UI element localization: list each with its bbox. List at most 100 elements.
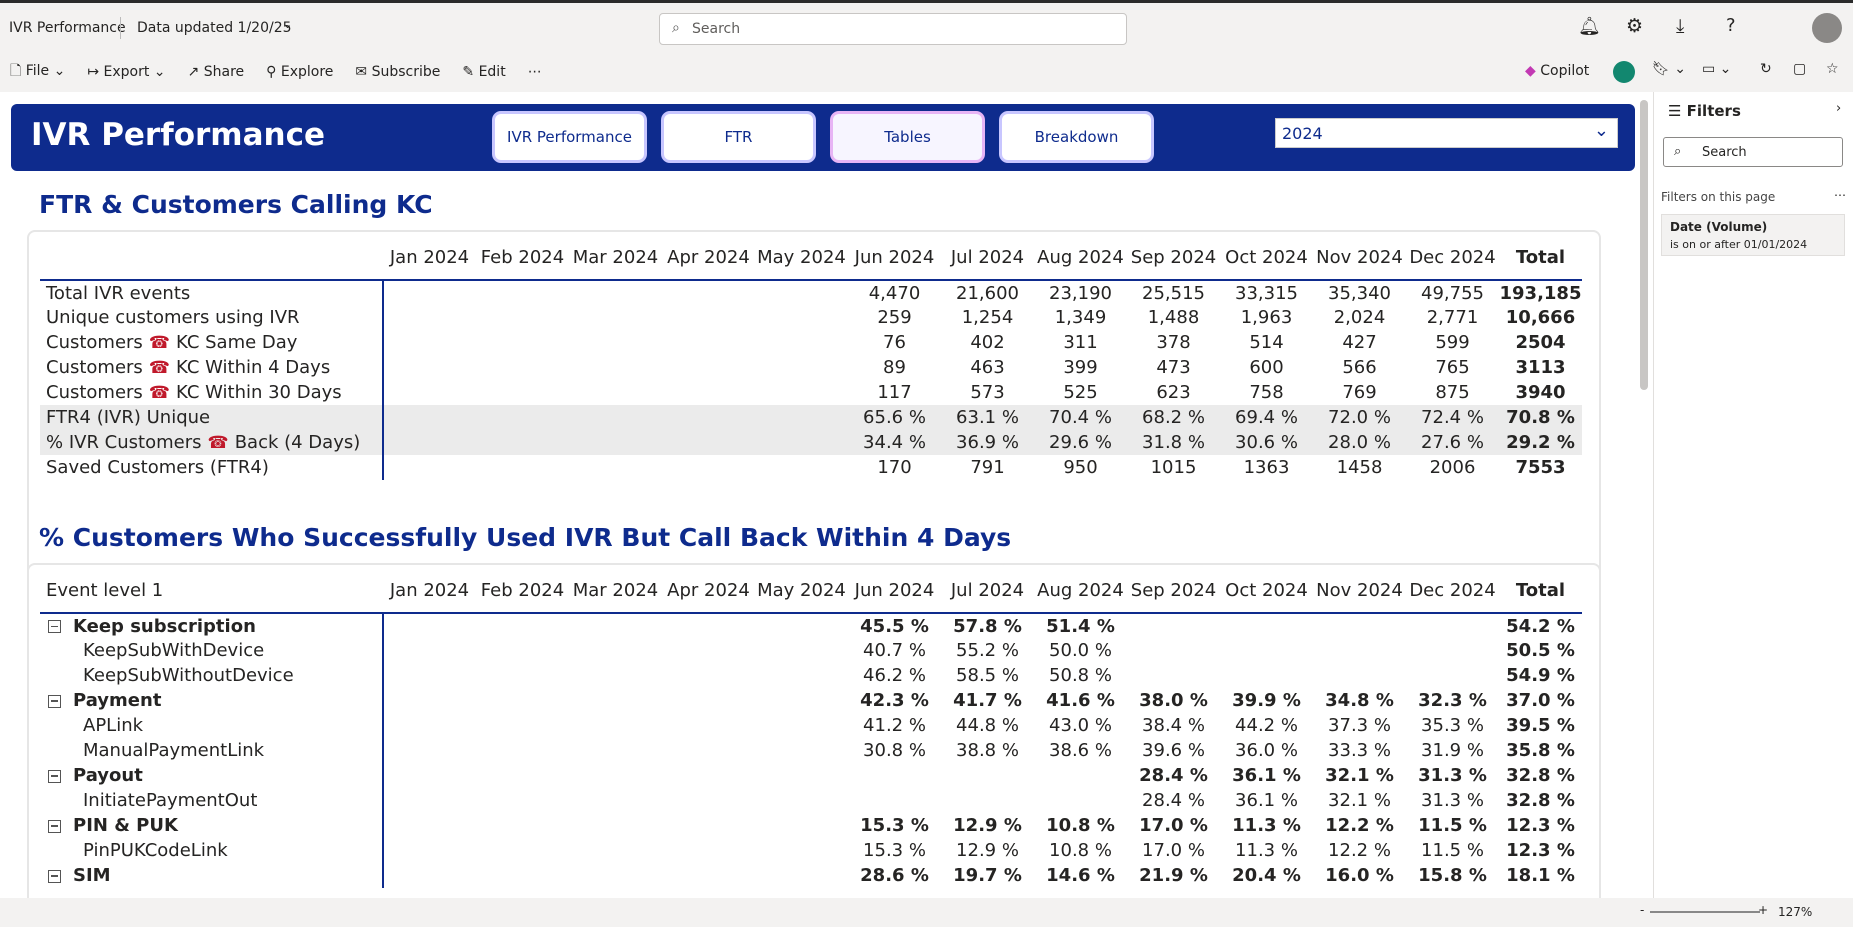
chevron[interactable]: ⌄ (283, 18, 293, 31)
cell: 623 (1127, 380, 1220, 405)
table: Event level 1 Jan 2024 Feb 2024 Mar 2024 Apr… (40, 569, 1582, 888)
value: 28.0 % (1328, 432, 1391, 453)
cell: 69.4 % (1220, 405, 1313, 430)
cell: 32.8 % (1499, 788, 1582, 813)
column-header: Apr 2024 (662, 569, 755, 614)
file-button[interactable]: 🗋 File ⌄ (10, 63, 66, 79)
refresh-badge[interactable] (1613, 61, 1635, 83)
cell (941, 788, 1034, 813)
collapse-pane[interactable]: › (1836, 101, 1842, 116)
filters-title: ☰ Filters (1668, 102, 1741, 120)
value: 49,755 (1421, 282, 1484, 304)
collapse-icon[interactable] (48, 620, 61, 633)
table: Jan 2024 Feb 2024 Mar 2024 Apr 2024 May 2024… (40, 236, 1582, 480)
help[interactable]: ? (1726, 15, 1736, 36)
cell (569, 788, 662, 813)
search-box[interactable]: ⌕ Search (659, 13, 1127, 45)
tab[interactable]: Breakdown (999, 111, 1154, 163)
tab[interactable]: Tables (830, 111, 985, 163)
value: 3940 (1515, 382, 1566, 403)
collapse-icon[interactable] (48, 769, 61, 783)
value: 50.8 % (1049, 665, 1112, 686)
value: 791 (970, 457, 1005, 478)
settings[interactable]: ⚙ (1626, 15, 1644, 37)
cell (569, 380, 662, 405)
cell: 49,755 (1406, 280, 1499, 305)
comment[interactable]: ▢ (1793, 61, 1807, 77)
share-button[interactable]: ↗ Share (187, 64, 245, 80)
value: 38.4 % (1142, 715, 1205, 736)
collapse-icon[interactable] (48, 694, 61, 708)
value: 44.2 % (1235, 715, 1298, 736)
copilot-button[interactable]: ◆ Copilot (1525, 63, 1590, 79)
avatar[interactable] (1812, 13, 1842, 43)
filter-card[interactable]: Date (Volume) is on or after 01/01/2024 (1661, 214, 1845, 256)
header-cell: Event level 1 (40, 569, 383, 614)
zoom-in[interactable]: + (1758, 903, 1769, 917)
cell: 19.7 % (941, 863, 1034, 888)
filter-search[interactable]: ⌕ Search (1663, 137, 1843, 167)
value: 1,254 (961, 307, 1014, 328)
cell: 573 (941, 380, 1034, 405)
more-button[interactable]: ⋯ (527, 64, 542, 80)
edit-button[interactable]: ✎ Edit (462, 64, 506, 80)
year-dropdown[interactable]: 2024 ⌄ (1275, 118, 1618, 148)
cell: 37.3 % (1313, 713, 1406, 738)
reload[interactable]: ↻ (1760, 61, 1772, 77)
view[interactable]: ▭ ⌄ (1702, 61, 1732, 77)
cell (476, 713, 569, 738)
row-label: % IVR Customers ☎ Back (4 Days) (40, 430, 384, 455)
cell (755, 638, 848, 663)
value: 10.8 % (1049, 840, 1112, 861)
value: 70.8 % (1506, 407, 1575, 428)
cell: 45.5 % (848, 613, 941, 638)
zoom-slider[interactable] (1650, 911, 1760, 913)
cell (569, 305, 662, 330)
cell (569, 355, 662, 380)
cell: 36.0 % (1220, 738, 1313, 763)
cell: 41.2 % (848, 713, 941, 738)
cell: 72.0 % (1313, 405, 1406, 430)
value: 39.6 % (1142, 740, 1205, 761)
app-title[interactable]: IVR Performance (9, 20, 126, 36)
subscribe-button[interactable]: ✉ Subscribe (355, 64, 441, 80)
cell: 39.9 % (1220, 688, 1313, 713)
favorite[interactable]: ☆ (1826, 61, 1839, 77)
value: 31.8 % (1142, 432, 1205, 453)
tab[interactable]: IVR Performance (492, 111, 647, 163)
cell (1034, 763, 1127, 788)
data-updated[interactable]: Data updated 1/20/25 (137, 20, 292, 36)
explore-button[interactable]: ⚲ Explore (266, 64, 334, 80)
cell (569, 638, 662, 663)
row-label: Customers ☎ KC Within 4 Days (40, 355, 384, 380)
cell (383, 663, 476, 688)
download[interactable]: ⤓ (1676, 15, 1685, 37)
row-label: PinPUKCodeLink (40, 838, 384, 863)
cell: 1015 (1127, 455, 1220, 480)
column-header: Sep 2024 (1127, 236, 1220, 281)
cell: 41.6 % (1034, 688, 1127, 713)
scrollbar[interactable] (1640, 100, 1648, 390)
cell (848, 788, 941, 813)
cell: 27.6 % (1406, 430, 1499, 455)
cell: 29.2 % (1499, 430, 1582, 455)
zoom-out[interactable]: - (1640, 903, 1645, 917)
notifications[interactable]: 🔔︎ (1578, 16, 1601, 37)
value: 38.8 % (956, 740, 1019, 761)
column-header: Jul 2024 (941, 569, 1034, 614)
label: Filters (1686, 102, 1741, 120)
cell: 117 (848, 380, 941, 405)
cell: 89 (848, 355, 941, 380)
toolbar: 🗋 File ⌄ ↦ Export ⌄ ↗ Share ⚲ Explore ✉ … (0, 52, 1853, 92)
cell (383, 838, 476, 863)
cell: 791 (941, 455, 1034, 480)
cell (1220, 638, 1313, 663)
more[interactable]: ⋯ (1834, 188, 1846, 202)
export-button[interactable]: ↦ Export ⌄ (87, 64, 166, 80)
bookmark[interactable]: 🔖︎ ⌄ (1652, 61, 1686, 77)
cell (755, 613, 848, 638)
collapse-icon[interactable] (48, 819, 61, 833)
value: 600 (1249, 357, 1284, 378)
collapse-icon[interactable] (48, 869, 61, 883)
tab[interactable]: FTR (661, 111, 816, 163)
